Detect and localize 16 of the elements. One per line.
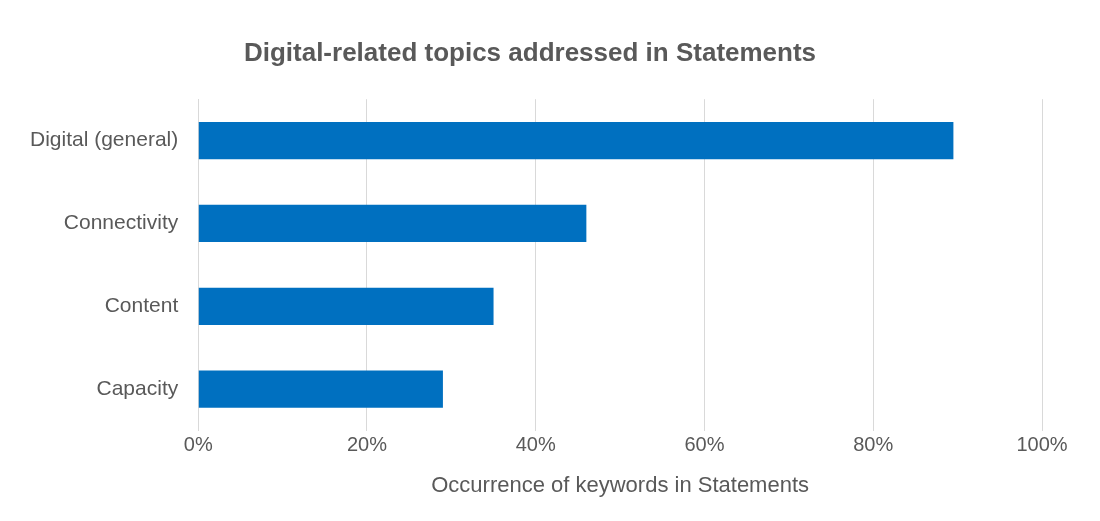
y-tick-label: Capacity xyxy=(96,375,179,399)
x-tick-label: 0% xyxy=(183,433,213,456)
x-tick-label: 60% xyxy=(684,433,725,456)
bar xyxy=(198,121,954,160)
x-tick-label: 40% xyxy=(515,433,556,456)
x-tick-label: 80% xyxy=(853,433,894,456)
chart-title: Digital-related topics addressed in Statements xyxy=(243,36,817,67)
x-axis-title: Occurrence of keywords in Statements xyxy=(431,471,810,497)
x-tick-label: 100% xyxy=(1016,433,1068,456)
y-tick-label: Connectivity xyxy=(63,210,179,234)
x-tick-label: 20% xyxy=(346,433,388,456)
bar xyxy=(198,204,587,243)
y-tick-label: Content xyxy=(104,293,179,317)
y-tick-label: Digital (general) xyxy=(30,127,179,151)
bar xyxy=(198,370,443,408)
bar xyxy=(198,287,494,325)
